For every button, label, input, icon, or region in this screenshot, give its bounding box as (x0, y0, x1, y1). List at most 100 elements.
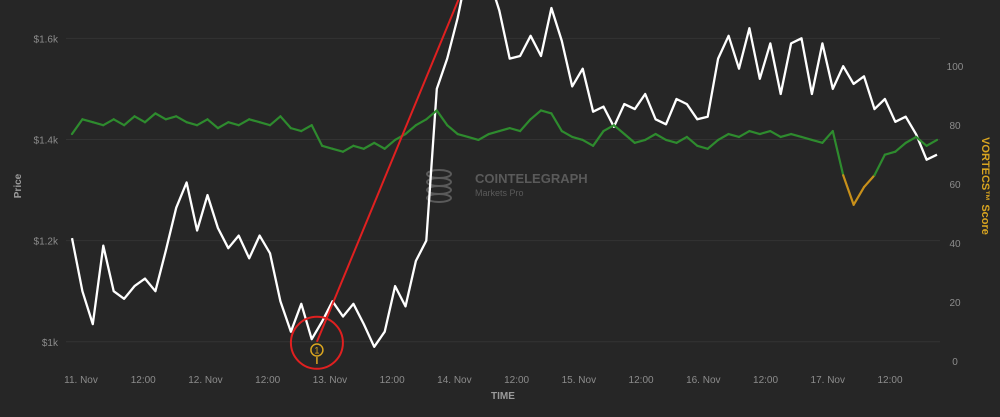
vortecs-score-segment (581, 138, 595, 147)
x-tick-label: 12:00 (753, 375, 778, 386)
grid (66, 37, 940, 343)
vortecs-score-segment (268, 115, 282, 127)
vortecs-score-segment (248, 118, 261, 124)
vortecs-score-segment (623, 132, 636, 144)
vortecs-score-segment (831, 129, 845, 177)
vortecs-score-segment (237, 118, 251, 127)
vortecs-score-segment (810, 138, 824, 144)
vortecs-score-segment (404, 124, 418, 136)
x-tick-label: 12:00 (380, 375, 405, 386)
vortecs-score-segment (852, 185, 866, 206)
vortecs-score-segment (654, 132, 668, 142)
vortecs-score-segment (143, 112, 157, 124)
vortecs-score-segment (289, 127, 303, 133)
annotation-circle (289, 315, 344, 370)
vortecs-score-segment (675, 135, 688, 144)
watermark-sub: Markets Pro (475, 188, 524, 198)
x-tick-label: 12:00 (629, 375, 654, 386)
x-tick-label: 14. Nov (437, 375, 471, 386)
y-right-tick-label: 80 (949, 121, 961, 132)
vortecs-score-segment (70, 118, 84, 136)
vortecs-score-segment (602, 124, 616, 133)
axes: $1k $1.2k $1.4k $1.6k 0 20 40 60 80 100 11. Nov 12:… (34, 34, 964, 386)
vortecs-score-segment (133, 115, 147, 124)
vortecs-score-segment (487, 129, 501, 136)
vortecs-score-segment (185, 121, 199, 127)
vortecs-score-segment (373, 141, 386, 150)
vortecs-score-segment (717, 132, 730, 142)
vortecs-score-segment (727, 132, 741, 139)
vortecs-score-segment (571, 135, 584, 142)
x-tick-label: 12. Nov (188, 375, 222, 386)
annotation-layer: 1 (289, 0, 460, 370)
vortecs-score-segment (644, 132, 657, 142)
vortecs-score-segment (915, 135, 928, 147)
y-left-tick-label: $1.2k (34, 237, 59, 248)
vortecs-score-segment (550, 112, 563, 133)
vortecs-score-segment (925, 138, 939, 147)
x-tick-label: 13. Nov (313, 375, 347, 386)
vortecs-score-segment (310, 124, 324, 147)
vortecs-score-segment (154, 112, 167, 121)
vortecs-score-segment (633, 138, 647, 144)
vortecs-score-segment (591, 129, 605, 147)
vortecs-score-segment (737, 129, 751, 139)
y-right-tick-label: 100 (947, 62, 964, 73)
vortecs-score-segment (789, 132, 803, 139)
vortecs-score-segment (696, 144, 709, 150)
y-right-tick-label: 20 (949, 298, 961, 309)
vortecs-score-segment (685, 135, 699, 147)
vortecs-score-segment (435, 109, 449, 127)
x-tick-label: 11. Nov (64, 375, 98, 386)
vortecs-score-segment (883, 150, 897, 156)
y-right-tick-label: 40 (949, 239, 961, 250)
vortecs-score-segment (414, 118, 428, 127)
vortecs-score-segment (175, 115, 188, 124)
y-left-tick-label: $1.6k (34, 34, 59, 45)
vortecs-score-segment (393, 132, 407, 142)
annotation-line (315, 0, 460, 343)
vortecs-score-segment (519, 118, 532, 133)
vortecs-score-segment (769, 129, 782, 139)
event-marker-label: 1 (314, 346, 319, 356)
vortecs-score-segment (842, 174, 855, 206)
y-right-tick-label: 0 (952, 357, 958, 368)
vortecs-score-segment (821, 129, 834, 144)
vortecs-score-segment (164, 115, 178, 121)
vortecs-score-segment (498, 127, 511, 133)
vortecs-score-segment (227, 121, 240, 127)
vortecs-score-segment (664, 138, 678, 144)
x-tick-label: 12:00 (255, 375, 280, 386)
vortecs-score-segment (216, 121, 230, 130)
vortecs-score-segment (425, 109, 438, 121)
vortecs-score-segment (529, 109, 543, 121)
vortecs-score-segment (862, 174, 876, 189)
vortecs-score-segment (331, 147, 345, 153)
vortecs-score-segment (81, 118, 94, 124)
vortecs-score-segment (748, 129, 761, 136)
vortecs-score-segment (758, 129, 772, 136)
x-tick-label: 16. Nov (686, 375, 720, 386)
series-layer (70, 0, 939, 348)
vortecs-score-segment (195, 118, 209, 127)
vortecs-score-segment (102, 118, 115, 127)
event-marker-icon (310, 343, 324, 357)
vortecs-score-segment (352, 144, 365, 150)
vortecs-score-segment (91, 121, 105, 127)
vortecs-score-segment (466, 135, 480, 142)
y-left-tick-label: $1.4k (34, 135, 59, 146)
y-left-axis-title: Price (13, 173, 24, 198)
vortecs-score-segment (362, 141, 376, 150)
x-tick-label: 15. Nov (562, 375, 596, 386)
y-right-axis-title: VORTECS™ Score (979, 137, 991, 235)
vortecs-score-segment (873, 153, 886, 177)
vortecs-score-segment (456, 132, 470, 139)
x-axis-title: TIME (491, 391, 515, 402)
vortecs-score-segment (904, 135, 918, 144)
vortecs-score-segment (477, 132, 490, 142)
vortecs-score-segment (508, 127, 522, 133)
vortecs-score-segment (800, 135, 814, 142)
vortecs-score-segment (560, 129, 574, 139)
watermark-brand: COINTELEGRAPH (475, 171, 588, 186)
